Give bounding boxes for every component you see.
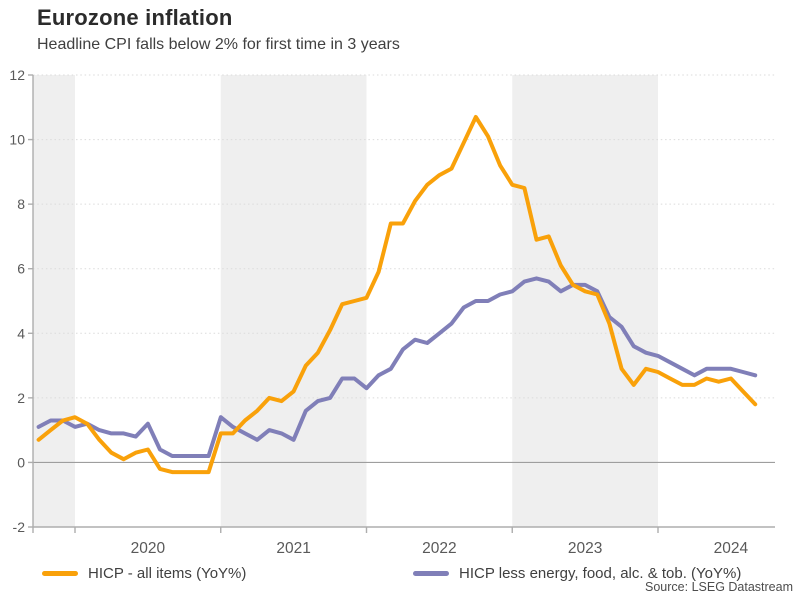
y-tick-label: 2 xyxy=(17,390,25,406)
chart-subtitle: Headline CPI falls below 2% for first ti… xyxy=(37,36,400,53)
series-line-hicp-core xyxy=(36,276,758,458)
legend-label-headline: HICP - all items (YoY%) xyxy=(88,565,247,582)
y-tick-label: 8 xyxy=(17,196,25,212)
y-tick-label: -2 xyxy=(13,519,26,535)
y-tick-label: 4 xyxy=(17,325,25,341)
legend-item-core: HICP less energy, food, alc. & tob. (YoY… xyxy=(413,565,741,582)
legend-label-core: HICP less energy, food, alc. & tob. (YoY… xyxy=(459,565,742,582)
y-tick-label: 12 xyxy=(9,67,25,83)
legend-swatch-headline-icon xyxy=(42,571,78,576)
x-tick-label-2022: 2022 xyxy=(422,540,456,557)
gridlines xyxy=(33,74,775,464)
legend-swatch-core-icon xyxy=(413,571,449,576)
series-line-hicp-all-items xyxy=(36,115,758,475)
y-tick-label: 0 xyxy=(17,454,25,470)
legend-item-headline: HICP - all items (YoY%) xyxy=(42,565,246,582)
y-tick-label: 10 xyxy=(9,132,25,148)
x-tick-label-2024: 2024 xyxy=(714,540,749,557)
year-shading-bands xyxy=(33,75,658,527)
y-axis: -2 0 2 4 6 8 10 12 xyxy=(9,67,34,535)
x-tick-label-2021: 2021 xyxy=(276,540,310,557)
x-axis: 2020 2021 2022 2023 2024 xyxy=(32,526,775,557)
source-credit: Source: LSEG Datastream xyxy=(645,580,793,594)
x-tick-label-2020: 2020 xyxy=(131,540,166,557)
year-band-2019 xyxy=(33,75,75,527)
page-title: Eurozone inflation xyxy=(37,5,233,30)
y-tick-label: 6 xyxy=(17,261,25,277)
year-band-2023 xyxy=(512,75,658,527)
year-band-2021 xyxy=(220,75,367,527)
x-tick-label-2023: 2023 xyxy=(568,540,602,557)
